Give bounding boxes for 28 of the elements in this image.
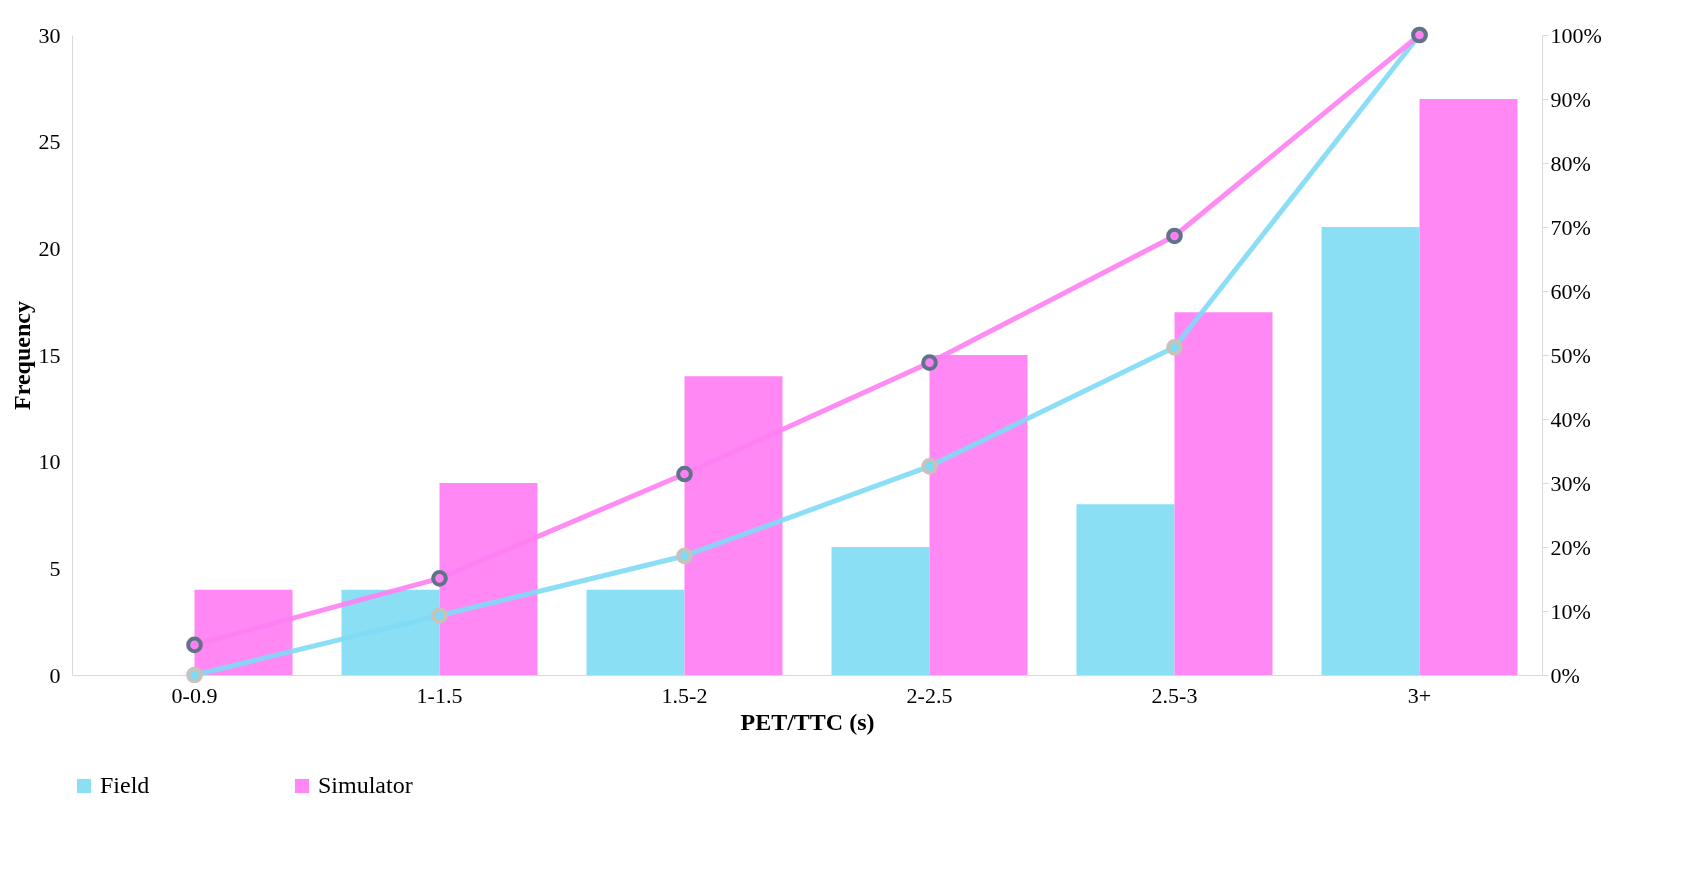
y2-tick-label: 20%	[1550, 534, 1591, 560]
legend-label: Field	[100, 772, 150, 798]
y-tick-label: 10	[38, 449, 61, 475]
y2-tick-label: 0%	[1550, 662, 1580, 688]
y-tick-label: 30	[38, 22, 61, 48]
legend-label: Simulator	[318, 772, 413, 798]
y2-tick-label: 100%	[1550, 22, 1602, 48]
y-tick-label: 5	[49, 555, 61, 581]
x-tick-label: 3+	[1407, 682, 1432, 708]
y2-tick-label: 40%	[1550, 406, 1591, 432]
y2-tick-label: 80%	[1550, 150, 1591, 176]
x-tick-label: 1.5-2	[661, 682, 708, 708]
y2-tick-label: 90%	[1550, 86, 1591, 112]
x-axis-title: PET/TTC (s)	[740, 708, 875, 735]
x-tick-label: 2.5-3	[1151, 682, 1198, 708]
x-tick-label: 0-0.9	[171, 682, 218, 708]
y-tick-label: 15	[38, 342, 61, 368]
y2-tick-label: 70%	[1550, 214, 1591, 240]
y-axis-title: Frequency	[8, 301, 35, 410]
x-tick-label: 2-2.5	[906, 682, 953, 708]
y-tick-label: 25	[38, 129, 61, 155]
y2-tick-label: 60%	[1550, 278, 1591, 304]
y2-tick-label: 10%	[1550, 598, 1591, 624]
y2-tick-label: 30%	[1550, 470, 1591, 496]
y-tick-label: 20	[38, 235, 61, 261]
x-tick-label: 1-1.5	[416, 682, 463, 708]
y-tick-label: 0	[49, 662, 61, 688]
y2-tick-label: 50%	[1550, 342, 1591, 368]
